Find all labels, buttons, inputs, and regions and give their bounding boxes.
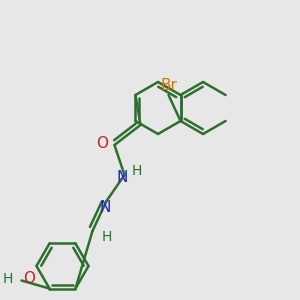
Text: H: H [3,272,13,286]
Text: Br: Br [160,77,177,92]
Text: N: N [117,169,128,184]
Text: O: O [23,271,35,286]
Text: H: H [131,164,142,178]
Text: H: H [101,230,112,244]
Text: N: N [100,200,111,214]
Text: O: O [97,136,109,151]
